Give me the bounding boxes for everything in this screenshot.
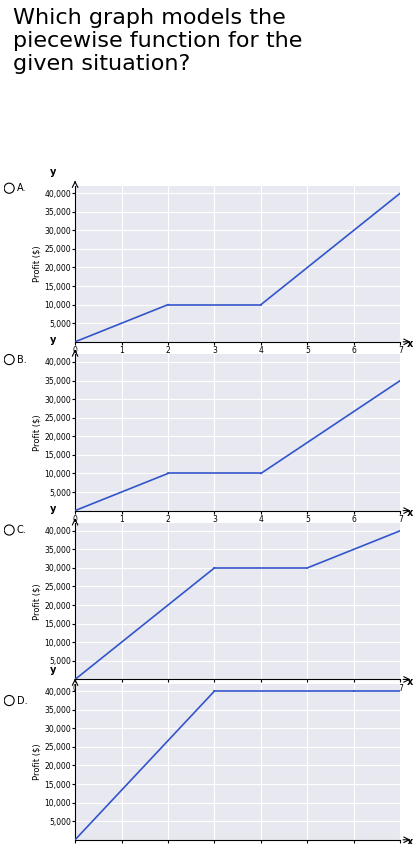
Text: y: y (50, 335, 56, 345)
Text: A.: A. (17, 183, 26, 193)
Text: C.: C. (17, 525, 26, 535)
Text: y: y (50, 504, 56, 514)
Text: D.: D. (17, 695, 27, 706)
Text: x: x (407, 339, 414, 349)
Text: x: x (407, 837, 414, 844)
X-axis label: Number of Years: Number of Years (203, 527, 272, 536)
Y-axis label: Profit ($): Profit ($) (33, 744, 41, 780)
X-axis label: Number of Years: Number of Years (203, 358, 272, 367)
Text: y: y (50, 166, 56, 176)
Text: x: x (407, 677, 414, 687)
Text: Which graph models the
piecewise function for the
given situation?: Which graph models the piecewise functio… (13, 8, 302, 74)
Text: y: y (50, 664, 56, 674)
Y-axis label: Profit ($): Profit ($) (33, 583, 41, 619)
Y-axis label: Profit ($): Profit ($) (33, 414, 41, 451)
Text: x: x (407, 508, 414, 518)
X-axis label: Number of Years: Number of Years (203, 695, 272, 705)
Y-axis label: Profit ($): Profit ($) (33, 246, 41, 282)
Text: B.: B. (17, 354, 26, 365)
